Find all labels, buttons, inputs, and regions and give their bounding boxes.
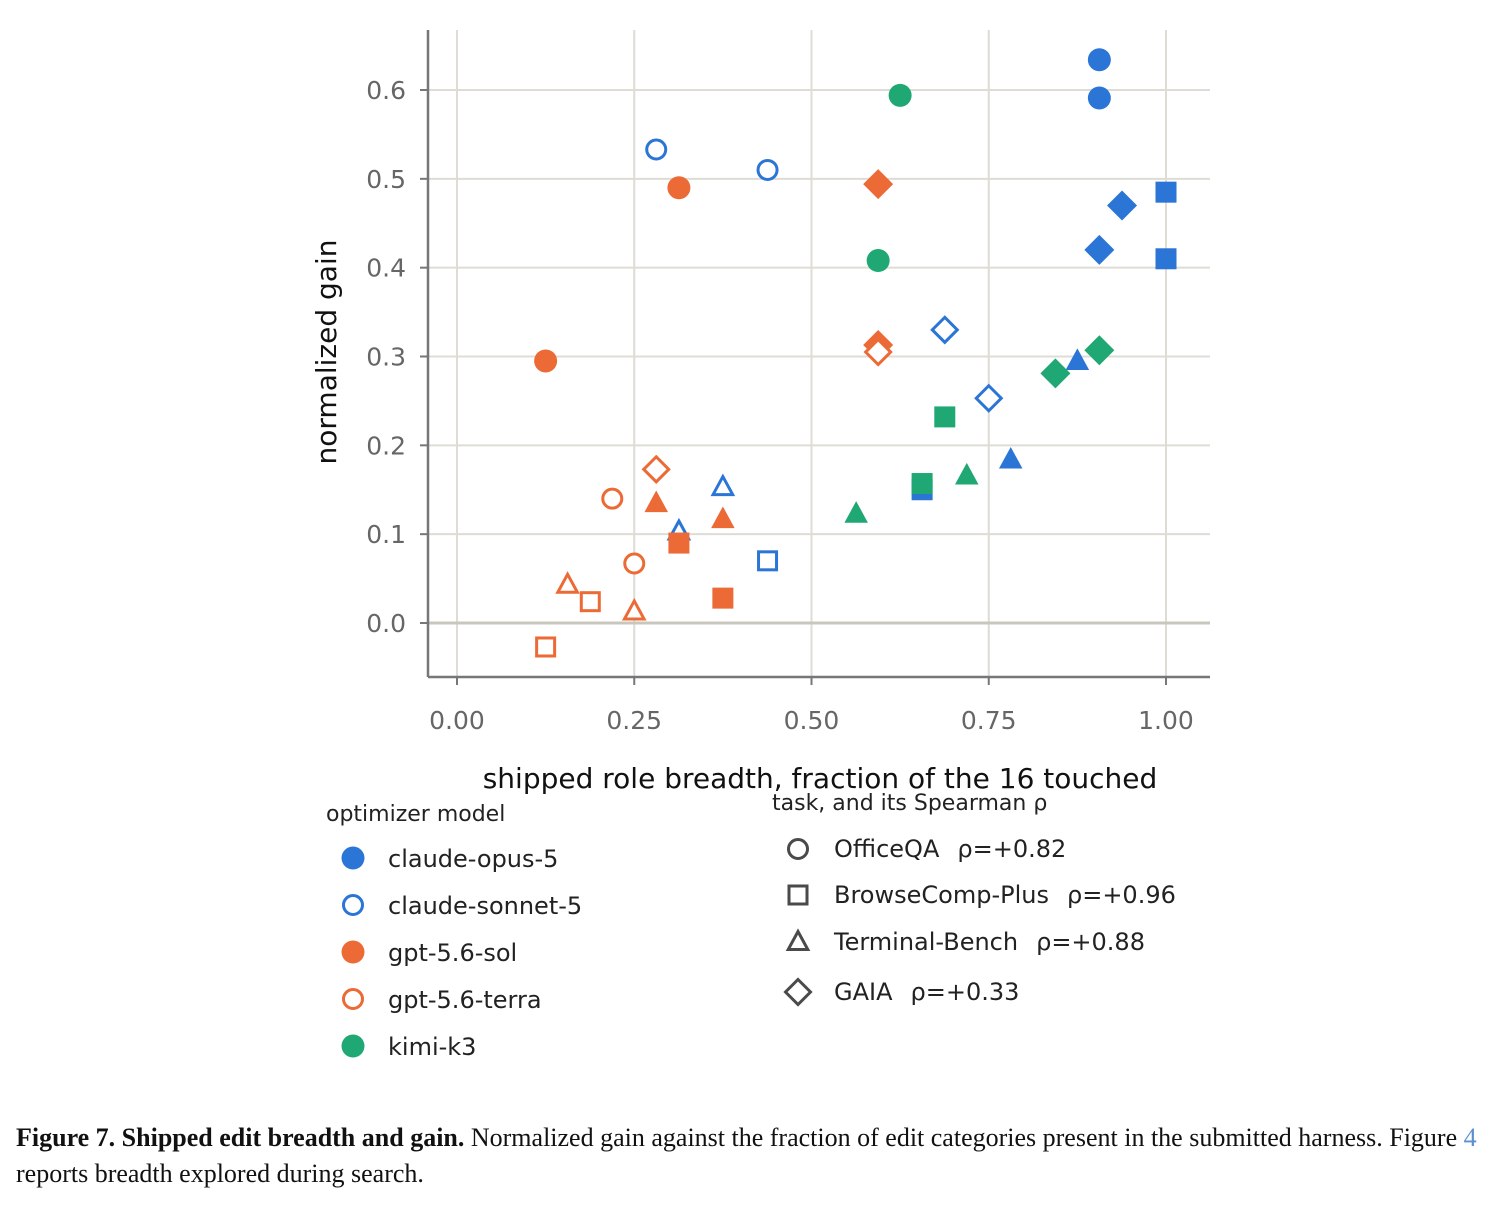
point-gpt-5.6-sol-browsecomp-plus [668, 532, 690, 554]
point-gpt-5.6-sol-terminal-bench [644, 490, 668, 513]
point-gpt-5.6-sol-browsecomp-plus [712, 587, 734, 609]
x-tick-labels: 0.00 0.25 0.50 0.75 1.00 [429, 706, 1194, 735]
x-tick-label: 0.25 [606, 706, 662, 735]
point-kimi-k3-gaia [1084, 335, 1115, 366]
point-gpt-5.6-terra-terminal-bench [555, 571, 580, 594]
point-kimi-k3-browsecomp-plus [934, 406, 956, 428]
point-gpt-5.6-terra-browsecomp-plus [579, 591, 601, 613]
legend-label-browsecomp-plus: BrowseComp-Plus [834, 881, 1049, 909]
caption-lead: Figure 7. Shipped edit breadth and gain. [16, 1123, 465, 1152]
y-tick-labels: 0.0 0.1 0.2 0.3 0.4 0.5 0.6 [366, 76, 406, 638]
data-points [534, 48, 1177, 658]
legend-marker-gpt-5.6-sol [341, 940, 365, 964]
x-tick-label: 0.50 [784, 706, 840, 735]
x-tick-label: 1.00 [1138, 706, 1194, 735]
point-gpt-5.6-terra-officeqa [623, 552, 646, 575]
point-claude-opus-5-gaia [1107, 190, 1138, 221]
figure-caption: Figure 7. Shipped edit breadth and gain.… [16, 1120, 1506, 1192]
legend-label-kimi-k3: kimi-k3 [388, 1033, 476, 1061]
legend-marker-browsecomp-plus [787, 884, 809, 906]
point-gpt-5.6-terra-terminal-bench [621, 597, 647, 621]
x-tick-label: 0.75 [961, 706, 1017, 735]
caption-text-2: reports breadth explored during search. [16, 1159, 424, 1188]
point-gpt-5.6-terra-gaia [863, 337, 893, 367]
point-kimi-k3-officeqa [888, 83, 912, 107]
x-tick-label: 0.00 [429, 706, 485, 735]
point-kimi-k3-terminal-bench [844, 501, 868, 523]
y-tick-label: 0.3 [366, 343, 406, 372]
scatter-chart: 0.00 0.25 0.50 0.75 1.00 0.00.10.20.30.40.50… [310, 30, 1210, 1061]
legend-label-officeqa: OfficeQA [834, 835, 940, 863]
y-tick-label: 0.6 [366, 76, 406, 105]
point-kimi-k3-browsecomp-plus [911, 473, 933, 495]
point-kimi-k3-gaia [1040, 358, 1071, 389]
y-tick-label: 0.4 [366, 254, 406, 283]
legend-model-title: optimizer model [326, 802, 505, 827]
legend-label-gpt-5.6-terra: gpt-5.6-terra [388, 986, 542, 1014]
point-claude-sonnet-5-gaia [930, 315, 960, 345]
legend-optimizer-model: optimizer model claude-opus-5 claude-sonn… [326, 802, 582, 1061]
legend-marker-kimi-k3 [341, 1034, 365, 1058]
y-tick-label: 0.1 [366, 520, 406, 549]
point-claude-opus-5-browsecomp-plus [1155, 248, 1177, 270]
legend-label-claude-opus-5: claude-opus-5 [388, 845, 558, 873]
point-claude-opus-5-terminal-bench [998, 446, 1023, 469]
point-gpt-5.6-sol-terminal-bench [711, 506, 735, 529]
legend-marker-officeqa [787, 838, 809, 860]
point-gpt-5.6-terra-browsecomp-plus [535, 636, 557, 658]
legend-marker-gpt-5.6-terra [342, 988, 364, 1010]
axes [420, 30, 1210, 685]
legend-rho-browsecomp-plus: ρ=+0.96 [1067, 881, 1176, 909]
grid [428, 30, 1210, 677]
point-claude-sonnet-5-browsecomp-plus [757, 550, 779, 572]
point-claude-opus-5-officeqa [1087, 48, 1111, 72]
point-kimi-k3-terminal-bench [955, 462, 979, 485]
caption-text-1: Normalized gain against the fraction of … [464, 1123, 1464, 1152]
point-claude-opus-5-officeqa [1087, 86, 1111, 110]
point-gpt-5.6-sol-officeqa [667, 176, 691, 200]
point-claude-opus-5-browsecomp-plus [1155, 181, 1177, 203]
legend-rho-gaia: ρ=+0.33 [911, 978, 1020, 1006]
point-gpt-5.6-sol-officeqa [534, 349, 558, 373]
legend-label-claude-sonnet-5: claude-sonnet-5 [388, 892, 582, 920]
point-gpt-5.6-sol-gaia [863, 169, 894, 200]
legend-task: task, and its Spearman ρ OfficeQA ρ=+0.82… [772, 791, 1176, 1007]
legend-rho-terminal-bench: ρ=+0.88 [1036, 928, 1145, 956]
point-claude-sonnet-5-terminal-bench [710, 473, 736, 497]
point-claude-sonnet-5-officeqa [756, 158, 779, 181]
y-tick-label: 0.0 [366, 609, 406, 638]
legend-label-terminal-bench: Terminal-Bench [833, 928, 1018, 956]
legend-marker-claude-sonnet-5 [342, 894, 364, 916]
caption-figure-ref[interactable]: 4 [1463, 1123, 1477, 1152]
point-kimi-k3-officeqa [866, 249, 890, 273]
legend-marker-gaia [783, 977, 813, 1007]
point-claude-sonnet-5-officeqa [645, 138, 668, 161]
y-axis-label: normalized gain [310, 240, 343, 465]
legend-marker-claude-opus-5 [341, 846, 365, 870]
point-gpt-5.6-terra-officeqa [601, 487, 624, 510]
point-claude-sonnet-5-gaia [974, 383, 1004, 413]
legend-marker-terminal-bench [785, 928, 811, 951]
y-tick-label: 0.2 [366, 431, 406, 460]
point-claude-opus-5-gaia [1084, 234, 1115, 265]
point-claude-opus-5-terminal-bench [1065, 348, 1090, 370]
x-axis-label: shipped role breadth, fraction of the 16… [483, 762, 1158, 795]
legend-rho-officeqa: ρ=+0.82 [957, 835, 1066, 863]
legend-task-title: task, and its Spearman ρ [772, 791, 1047, 816]
point-gpt-5.6-terra-gaia [641, 454, 671, 484]
legend-label-gaia: GAIA [834, 978, 893, 1006]
y-tick-label: 0.5 [366, 165, 406, 194]
legend-label-gpt-5.6-sol: gpt-5.6-sol [388, 939, 517, 967]
